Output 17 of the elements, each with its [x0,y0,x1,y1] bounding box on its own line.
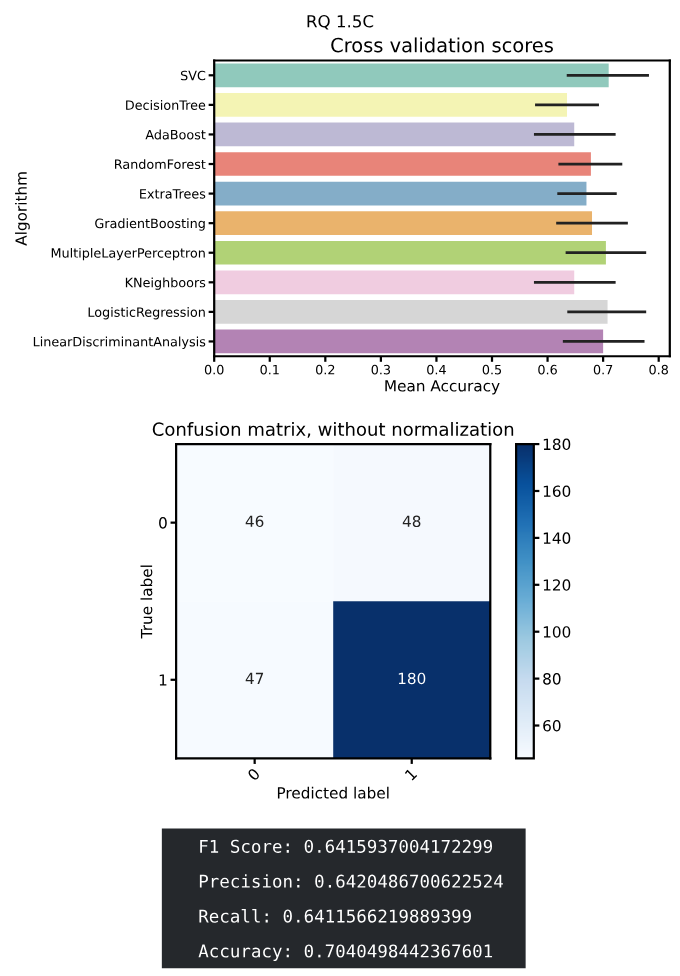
bar [214,270,575,295]
bar [214,211,593,235]
bar [214,181,587,206]
bar [214,122,575,147]
chart-title: RQ 1.5C [307,14,374,30]
text: Recall: 0.6411566219889399 [199,909,471,923]
chart-subtitle: Cross validation scores [331,37,553,53]
bar [214,152,591,176]
chart-title: Confusion matrix, without normalization [152,422,514,438]
bar [214,93,568,117]
text: Accuracy: 0.7040498442367601 [198,944,493,962]
bar [214,240,606,265]
bar [214,63,609,88]
text: F1 Score: 0.6415937004172299 [200,839,493,853]
bar [214,329,604,354]
bar [214,300,608,324]
text: Precision: 0.6420486700622524 [199,874,503,888]
